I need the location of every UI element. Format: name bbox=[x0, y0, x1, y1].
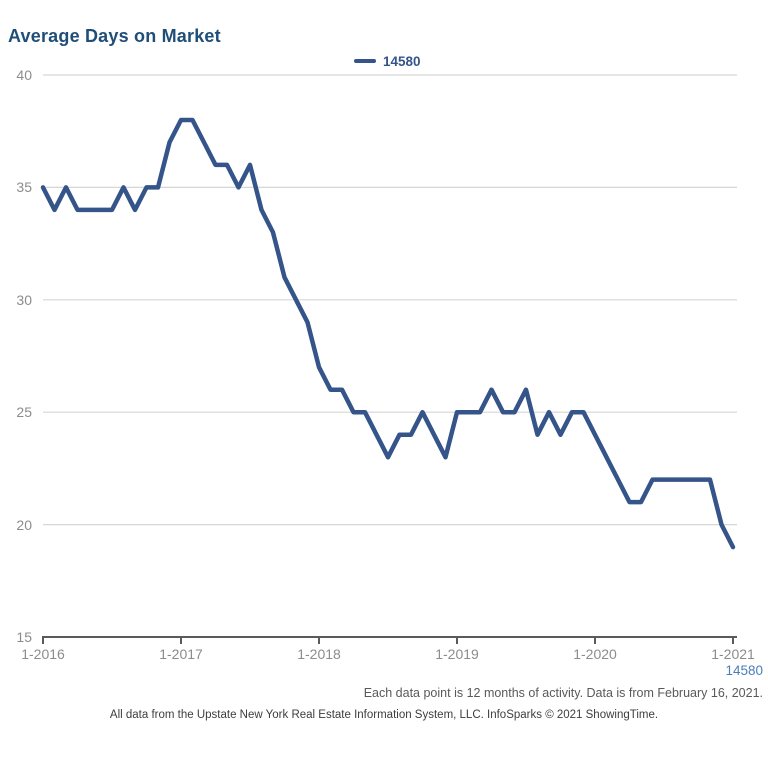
y-axis-tick-label: 20 bbox=[16, 516, 32, 533]
y-axis-tick-label: 25 bbox=[16, 404, 32, 421]
x-axis-tick-label: 1-2020 bbox=[573, 646, 617, 662]
y-axis-tick-label: 35 bbox=[16, 179, 32, 196]
legend-series-label: 14580 bbox=[383, 53, 421, 69]
x-axis-tick-label: 1-2018 bbox=[297, 646, 341, 662]
series-line-14580 bbox=[40, 117, 736, 550]
chart-legend[interactable]: 14580 bbox=[354, 53, 421, 69]
x-axis-tick-label: 1-2017 bbox=[159, 646, 203, 662]
legend-line-marker-icon bbox=[354, 59, 376, 63]
x-axis-tick-label: 1-2021 bbox=[711, 646, 755, 662]
x-axis-tick-label: 1-2016 bbox=[21, 646, 65, 662]
y-axis-tick-label: 40 bbox=[16, 67, 32, 83]
corner-series-label: 14580 bbox=[725, 663, 763, 678]
chart-title: Average Days on Market bbox=[8, 26, 221, 46]
attribution-note: All data from the Upstate New York Real … bbox=[109, 709, 659, 721]
data-note: Each data point is 12 months of activity… bbox=[363, 686, 763, 700]
y-axis-tick-label: 15 bbox=[16, 629, 32, 645]
y-axis-tick-label: 30 bbox=[16, 291, 32, 308]
x-axis-tick-label: 1-2019 bbox=[435, 646, 479, 662]
